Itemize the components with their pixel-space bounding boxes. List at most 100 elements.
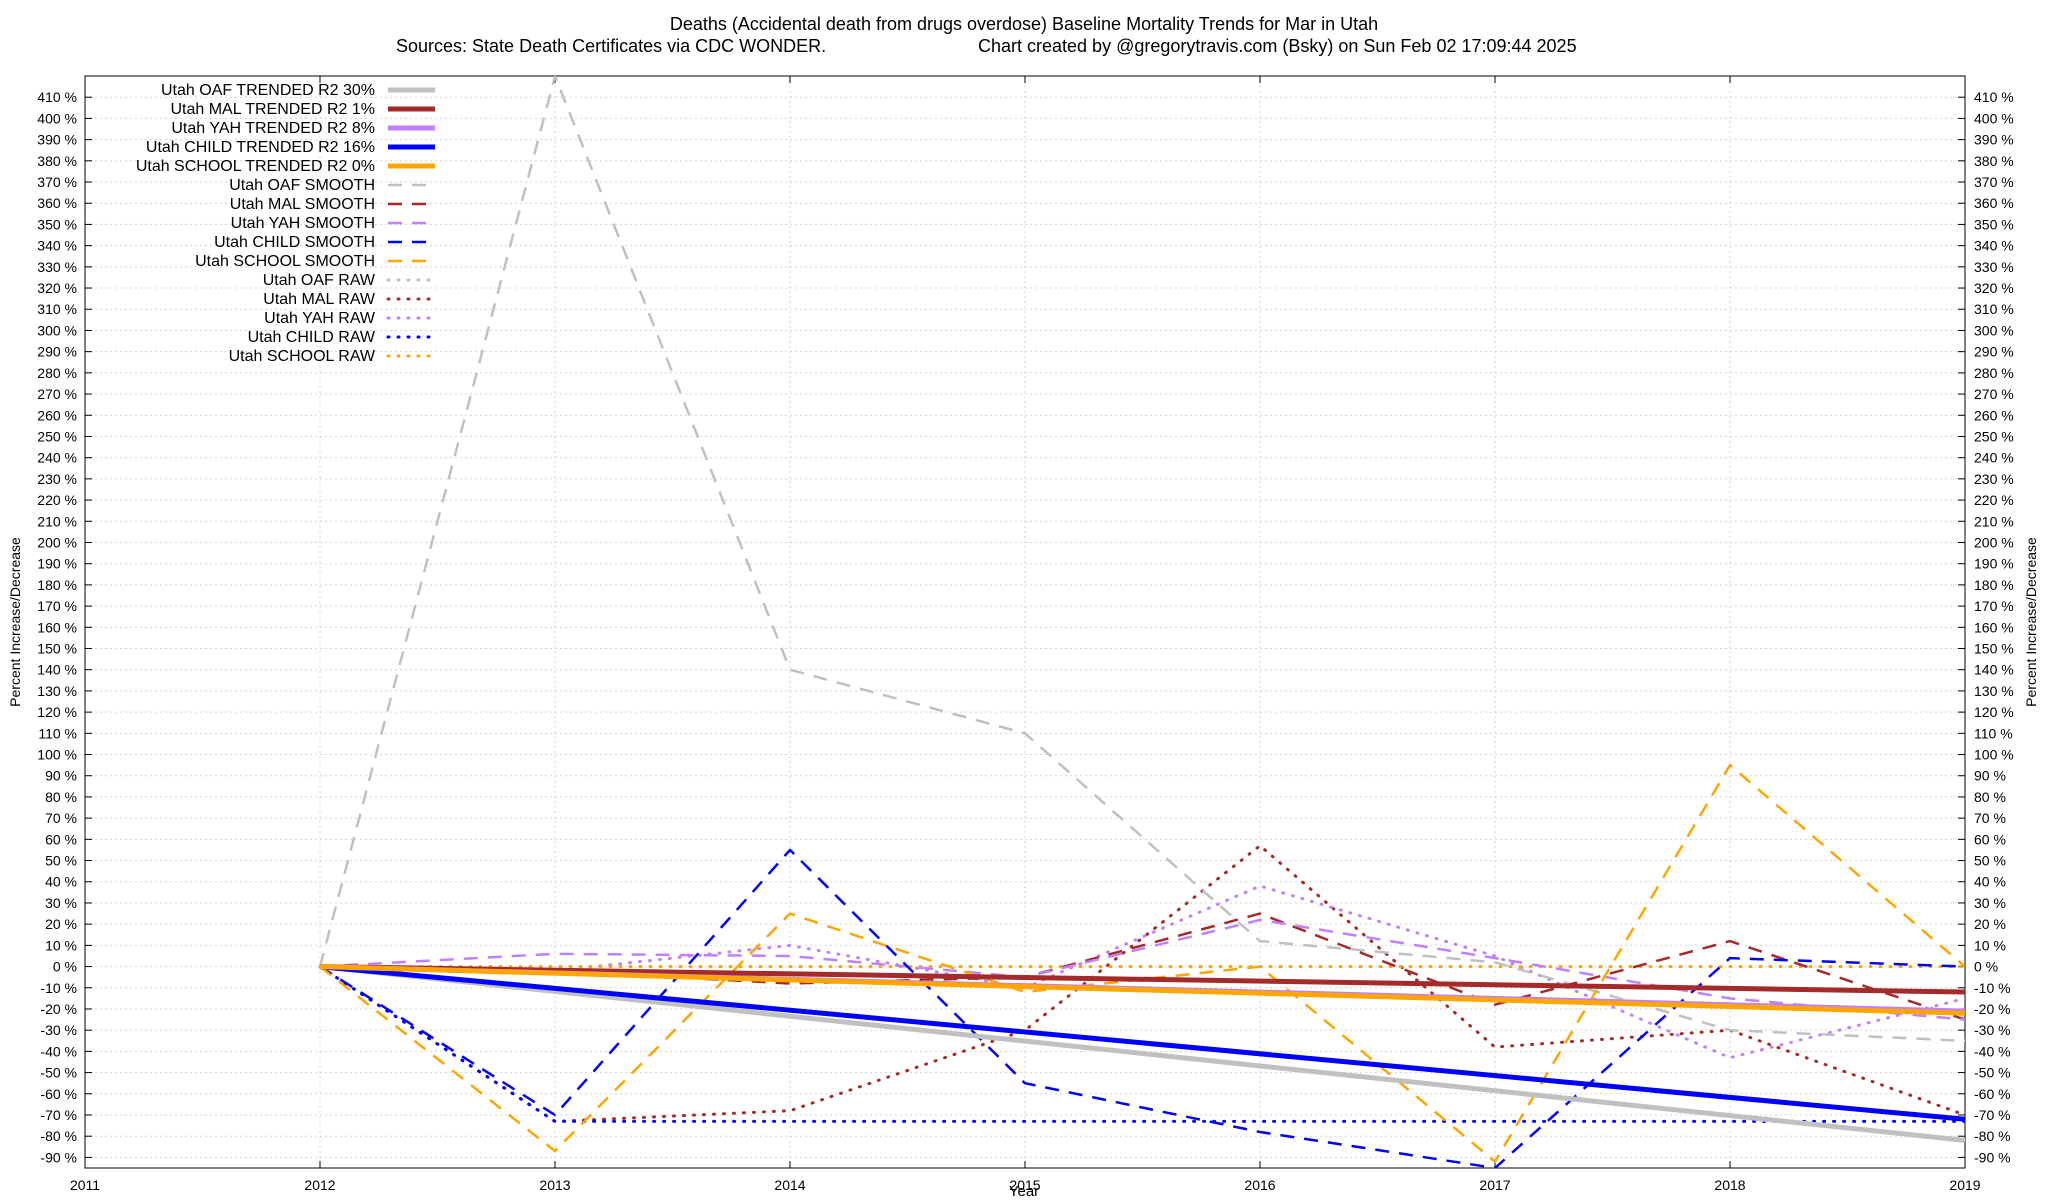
- y2-tick-label: 370 %: [1974, 174, 2014, 190]
- legend-label: Utah MAL SMOOTH: [230, 196, 375, 213]
- y2-tick-label: 230 %: [1974, 471, 2014, 487]
- y-tick-label: 130 %: [37, 683, 77, 699]
- y-tick-label: -20 %: [40, 1001, 77, 1017]
- legend-label: Utah MAL RAW: [263, 291, 376, 308]
- legend-label: Utah MAL TRENDED R2 1%: [170, 101, 375, 118]
- series-line-utah-child-smooth: [319, 848, 1965, 1168]
- y-tick-label: 30 %: [45, 895, 77, 911]
- y-tick-label: 330 %: [37, 259, 77, 275]
- y-tick-label: -30 %: [40, 1022, 77, 1038]
- y2-tick-label: 270 %: [1974, 386, 2014, 402]
- y2-tick-label: 310 %: [1974, 301, 2014, 317]
- y-tick-label: 90 %: [45, 768, 77, 784]
- y-tick-label: 40 %: [45, 874, 77, 890]
- legend-label: Utah OAF RAW: [263, 272, 376, 289]
- y-tick-label: 70 %: [45, 810, 77, 826]
- x-tick-label: 2019: [1949, 1177, 1980, 1193]
- y2-tick-label: 350 %: [1974, 216, 2014, 232]
- y-tick-label: -40 %: [40, 1043, 77, 1059]
- y-tick-label: 10 %: [45, 937, 77, 953]
- legend-label: Utah CHILD SMOOTH: [214, 234, 375, 251]
- y2-tick-label: 150 %: [1974, 641, 2014, 657]
- series-line-utah-mal-trended-r2-1: [319, 964, 1965, 995]
- y2-tick-label: 170 %: [1974, 598, 2014, 614]
- x-tick-label: 2018: [1714, 1177, 1745, 1193]
- legend-label: Utah SCHOOL TRENDED R2 0%: [136, 158, 375, 175]
- y2-tick-label: 10 %: [1974, 937, 2006, 953]
- legend-label: Utah SCHOOL RAW: [229, 348, 376, 365]
- y-tick-label: 160 %: [37, 619, 77, 635]
- y-tick-label: 360 %: [37, 195, 77, 211]
- x-tick-label: 2015: [1009, 1177, 1040, 1193]
- y2-tick-label: 20 %: [1974, 916, 2006, 932]
- y2-tick-label: 400 %: [1974, 110, 2014, 126]
- legend-label: Utah CHILD RAW: [248, 329, 376, 346]
- y-tick-label: 300 %: [37, 322, 77, 338]
- y2-tick-label: -30 %: [1974, 1022, 2011, 1038]
- y-tick-label: 100 %: [37, 747, 77, 763]
- y2-tick-label: -70 %: [1974, 1107, 2011, 1123]
- x-axis-label: Year: [1009, 1183, 1039, 1200]
- y-tick-label: 260 %: [37, 407, 77, 423]
- y-tick-label: 190 %: [37, 556, 77, 572]
- y-tick-label: 370 %: [37, 174, 77, 190]
- series-line-utah-mal-raw: [318, 844, 1965, 1123]
- y-axis-label: Percent Increase/Decrease: [7, 537, 23, 707]
- y-tick-label: 140 %: [37, 662, 77, 678]
- y2-tick-label: 160 %: [1974, 619, 2014, 635]
- y2-tick-label: 190 %: [1974, 556, 2014, 572]
- y-tick-label: 240 %: [37, 450, 77, 466]
- x-tick-label: 2016: [1244, 1177, 1275, 1193]
- y2-tick-label: 120 %: [1974, 704, 2014, 720]
- y-tick-label: 180 %: [37, 577, 77, 593]
- y-tick-label: 60 %: [45, 831, 77, 847]
- y-tick-label: 410 %: [37, 89, 77, 105]
- y-tick-label: 220 %: [37, 492, 77, 508]
- legend-label: Utah OAF SMOOTH: [229, 177, 375, 194]
- y-tick-label: 340 %: [37, 238, 77, 254]
- chart-subtitle-credit: Chart created by @gregorytravis.com (Bsk…: [978, 36, 1577, 56]
- y2-tick-label: 250 %: [1974, 428, 2014, 444]
- y2-tick-label: 40 %: [1974, 874, 2006, 890]
- y2-tick-label: 210 %: [1974, 513, 2014, 529]
- axes: -90 % -90 % -80 % -80 % -70 % -70 % -60 % -60 %…: [37, 76, 2014, 1193]
- y2-axis-label: Percent Increase/Decrease: [2023, 537, 2039, 707]
- y2-tick-label: -90 %: [1974, 1149, 2011, 1165]
- y2-tick-label: 140 %: [1974, 662, 2014, 678]
- y-tick-label: -50 %: [40, 1065, 77, 1081]
- chart-title: Deaths (Accidental death from drugs over…: [670, 14, 1378, 34]
- y2-tick-label: 320 %: [1974, 280, 2014, 296]
- y2-tick-label: 130 %: [1974, 683, 2014, 699]
- y2-tick-label: 60 %: [1974, 831, 2006, 847]
- y2-tick-label: 340 %: [1974, 238, 2014, 254]
- y2-tick-label: 380 %: [1974, 153, 2014, 169]
- y-tick-label: 290 %: [37, 344, 77, 360]
- legend-label: Utah YAH SMOOTH: [231, 215, 375, 232]
- y2-tick-label: 390 %: [1974, 132, 2014, 148]
- x-tick-label: 2011: [70, 1177, 100, 1193]
- y-tick-label: -90 %: [40, 1149, 77, 1165]
- y-tick-label: 310 %: [37, 301, 77, 317]
- y2-tick-label: 280 %: [1974, 365, 2014, 381]
- x-tick-label: 2014: [774, 1177, 805, 1193]
- series-line-utah-oaf-trended-r2-30: [319, 964, 1965, 1143]
- y2-tick-label: 290 %: [1974, 344, 2014, 360]
- y2-tick-label: 30 %: [1974, 895, 2006, 911]
- y-tick-label: 50 %: [45, 853, 77, 869]
- y2-tick-label: 360 %: [1974, 195, 2014, 211]
- y-tick-label: 280 %: [37, 365, 77, 381]
- series-line-utah-school-smooth: [319, 763, 1965, 1163]
- y2-tick-label: -50 %: [1974, 1065, 2011, 1081]
- y-tick-label: 110 %: [38, 725, 77, 741]
- legend-label: Utah SCHOOL SMOOTH: [195, 253, 375, 270]
- y2-tick-label: 200 %: [1974, 534, 2014, 550]
- y2-tick-label: 70 %: [1974, 810, 2006, 826]
- y-tick-label: 230 %: [37, 471, 77, 487]
- y-tick-label: 400 %: [37, 110, 77, 126]
- y2-tick-label: -80 %: [1974, 1128, 2011, 1144]
- y-tick-label: 210 %: [37, 513, 77, 529]
- y-tick-label: -60 %: [40, 1086, 77, 1102]
- y2-tick-label: 0 %: [1974, 959, 1998, 975]
- x-tick-label: 2012: [304, 1177, 335, 1193]
